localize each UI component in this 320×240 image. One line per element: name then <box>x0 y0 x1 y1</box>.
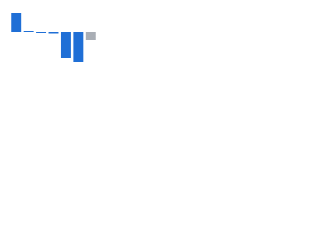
chart <box>0 0 100 71</box>
bar <box>11 13 22 32</box>
bar <box>60 32 71 58</box>
bar <box>85 32 96 40</box>
bar <box>23 31 34 32</box>
page: {"chart_data": {"type": "bar", "categori… <box>0 0 100 71</box>
bar <box>36 32 47 33</box>
background <box>0 0 100 71</box>
bar <box>73 32 84 62</box>
bar <box>48 32 59 34</box>
